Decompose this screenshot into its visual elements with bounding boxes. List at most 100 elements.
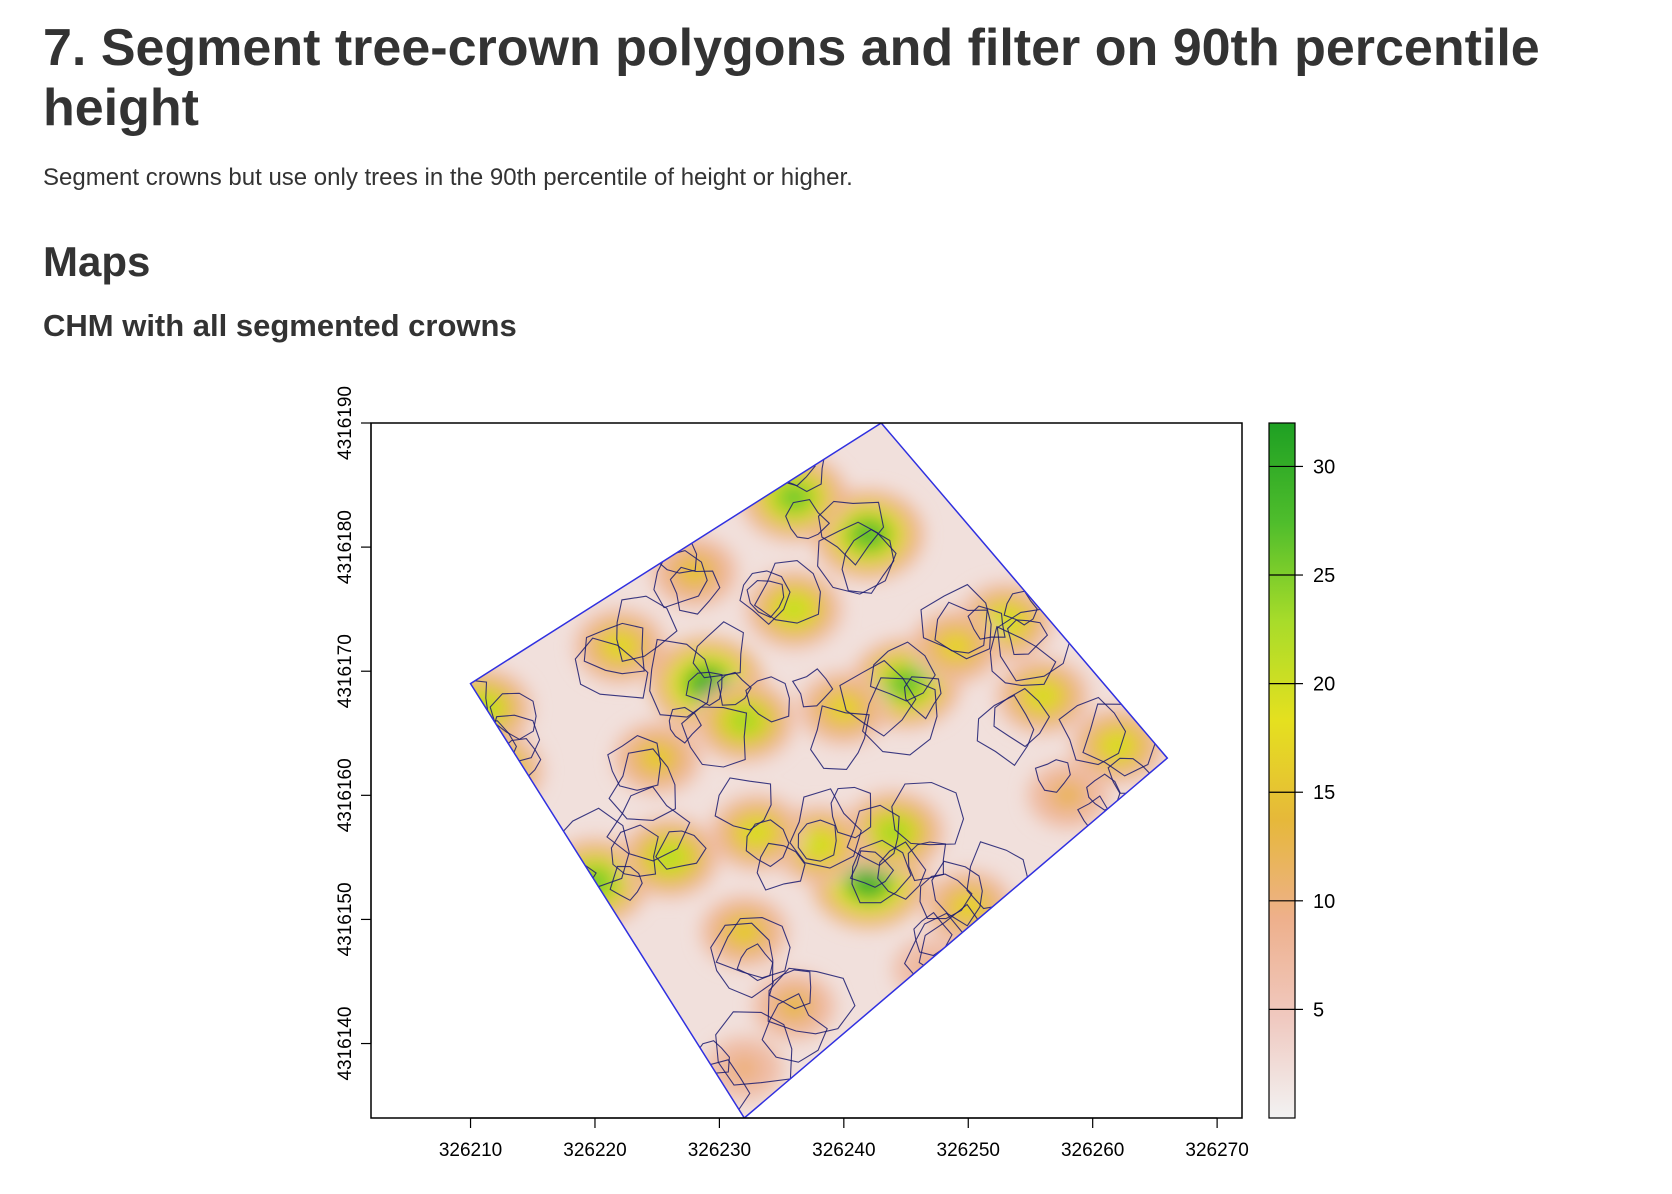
canopy-mark-3-3 xyxy=(782,488,806,507)
crown-polygon xyxy=(1003,590,1038,626)
crown-polygon xyxy=(653,550,708,609)
y-tick-label: 4316140 xyxy=(335,1007,356,1081)
canopy-mark-12-3 xyxy=(1032,687,1054,705)
crown-polygon xyxy=(606,786,691,862)
colorbar-tick-label: 30 xyxy=(1313,456,1335,478)
crown-polygon xyxy=(607,734,662,791)
crown-polygon xyxy=(907,841,947,882)
crown-polygon xyxy=(839,659,917,737)
crown-polygon xyxy=(710,922,774,999)
crown-polygon xyxy=(920,583,992,660)
canopy-mark-2-3 xyxy=(856,524,881,545)
crown-polygon xyxy=(809,705,870,770)
crown-polygon xyxy=(610,824,659,877)
crown-polygons xyxy=(470,444,1157,1118)
crown-polygon xyxy=(851,839,912,904)
crown-polygon xyxy=(714,777,772,831)
crown-polygon xyxy=(877,841,927,900)
y-tick-label: 4316170 xyxy=(335,634,356,708)
crown-polygon xyxy=(681,706,748,768)
crown-polygon xyxy=(797,819,837,862)
crown-polygon xyxy=(745,819,790,868)
colorbar-tick-label: 20 xyxy=(1313,674,1335,696)
crown-polygon xyxy=(761,992,828,1063)
crown-polygon xyxy=(616,595,678,662)
crown-polygon xyxy=(861,677,938,756)
canopy-mark-18-3 xyxy=(1107,737,1128,755)
crown-polygon xyxy=(746,580,785,618)
canopy-mark-0-3 xyxy=(694,673,720,694)
crown-polygon xyxy=(849,850,895,888)
crown-polygon xyxy=(753,560,821,624)
y-tick-label: 4316150 xyxy=(335,882,356,956)
crown-polygon xyxy=(830,786,872,839)
crown-polygon xyxy=(756,842,806,891)
crown-polygon xyxy=(846,804,900,867)
crown-polygon xyxy=(976,694,1035,767)
x-tick-label: 326240 xyxy=(812,1140,875,1161)
crown-polygon xyxy=(785,498,831,540)
crown-polygon xyxy=(989,625,1057,686)
crown-polygon xyxy=(609,865,643,901)
crown-polygon xyxy=(745,676,790,723)
canopy-mark-16-3 xyxy=(609,638,630,655)
colorbar-tick-label: 10 xyxy=(1313,891,1335,913)
x-tick-label: 326250 xyxy=(937,1140,1000,1161)
canopy-mark-25-3 xyxy=(1059,788,1077,803)
colorbar-tick-label: 15 xyxy=(1313,782,1335,804)
x-tick-label: 326210 xyxy=(439,1140,502,1161)
x-tick-label: 326260 xyxy=(1061,1140,1124,1161)
crown-polygon xyxy=(993,687,1051,748)
x-tick-label: 326230 xyxy=(688,1140,751,1161)
crown-polygon xyxy=(1006,619,1049,656)
crown-polygon xyxy=(919,873,973,920)
crown-polygon xyxy=(967,605,1006,640)
crown-polygon xyxy=(931,860,983,927)
crown-polygon xyxy=(716,671,752,706)
crown-polygon xyxy=(583,622,645,675)
crown-polygon xyxy=(841,528,895,594)
canopy-mark-6-3 xyxy=(733,711,756,730)
canopy-mark-24-3 xyxy=(647,750,667,766)
canopy-mark-27-3 xyxy=(735,1061,753,1076)
canopy-mark-13-3 xyxy=(882,823,905,842)
crown-polygon xyxy=(489,692,537,740)
crown-polygon xyxy=(608,748,676,821)
page-description: Segment crowns but use only trees in the… xyxy=(43,164,853,191)
canopy-mark-22-3 xyxy=(785,998,804,1014)
crown-polygon xyxy=(768,969,812,1010)
x-tick-label: 326270 xyxy=(1185,1140,1248,1161)
crown-polygon xyxy=(736,943,774,982)
y-tick-label: 4316190 xyxy=(335,386,356,460)
document-content: 7. Segment tree-crown polygons and filte… xyxy=(43,0,1643,344)
crown-polygon xyxy=(715,1011,793,1086)
canopy-mark-9-3 xyxy=(658,848,681,867)
section-heading: Maps xyxy=(43,238,151,285)
crown-polygon xyxy=(817,500,885,566)
x-axis: 326210 326220 326230 326240 326250 326260 3262… xyxy=(439,1117,1249,1161)
crown-polygon xyxy=(767,967,856,1035)
canopy-mark-1-3 xyxy=(856,872,882,893)
crown-polygon xyxy=(1058,696,1127,766)
crown-polygon xyxy=(1034,759,1071,793)
colorbar-legend: 5 10 15 20 25 30 xyxy=(1268,422,1335,1119)
colorbar-gradient xyxy=(1268,422,1296,1119)
y-axis: 4316140 4316150 4316160 4316170 4316180 43161… xyxy=(335,386,372,1081)
canopy-mark-14-3 xyxy=(808,836,830,854)
crown-polygon xyxy=(655,830,707,870)
crown-polygon xyxy=(791,668,834,708)
crown-polygon xyxy=(669,566,721,615)
page-title: 7. Segment tree-crown polygons and filte… xyxy=(43,19,1540,137)
crown-polygon xyxy=(891,781,965,846)
crown-polygon xyxy=(789,788,862,869)
crown-polygon xyxy=(685,671,723,707)
crown-polygon xyxy=(817,521,897,595)
canopy-mark-21-3 xyxy=(734,923,754,940)
x-tick-label: 326220 xyxy=(563,1140,626,1161)
crown-polygon xyxy=(934,601,988,654)
crown-polygon xyxy=(715,917,791,979)
crown-polygon xyxy=(574,637,649,699)
subsection-heading: CHM with all segmented crowns xyxy=(43,308,517,343)
canopy-mark-20-3 xyxy=(685,564,704,580)
